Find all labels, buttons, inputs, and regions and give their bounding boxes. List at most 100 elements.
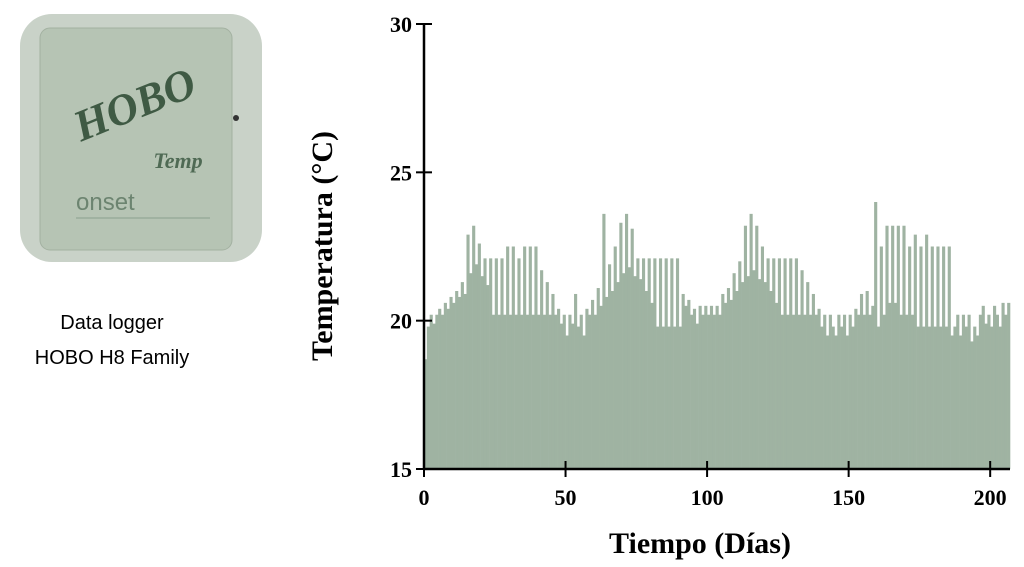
bar: [726, 288, 731, 469]
bar: [658, 258, 663, 469]
bar: [910, 314, 915, 469]
y-tick-label: 20: [390, 309, 412, 334]
bar: [1001, 302, 1005, 469]
bar: [678, 326, 682, 469]
bar: [766, 258, 770, 469]
bar: [763, 282, 767, 469]
device-body: [39, 27, 233, 251]
bar: [548, 314, 552, 469]
caption-line: Data logger: [60, 312, 164, 334]
bar: [998, 326, 1002, 469]
bar: [780, 314, 784, 469]
bar: [585, 308, 589, 469]
bar: [528, 246, 532, 469]
device-maker: onset: [76, 189, 135, 216]
bar: [574, 293, 578, 469]
y-tick-label: 30: [390, 12, 412, 37]
bar: [593, 314, 597, 469]
bar: [848, 314, 852, 469]
bar: [902, 225, 906, 469]
y-axis-label: Temperatura (°C): [306, 131, 339, 361]
bar: [964, 326, 968, 469]
caption-line: HOBO H8 Family: [35, 347, 189, 369]
bar: [777, 258, 781, 469]
bar: [619, 222, 623, 469]
bar: [797, 314, 801, 469]
bar: [820, 326, 824, 469]
bar: [489, 258, 493, 469]
bar: [500, 258, 504, 469]
bar: [939, 326, 943, 469]
bar: [571, 323, 575, 469]
bar: [729, 299, 733, 469]
bar: [984, 323, 988, 469]
bar: [520, 314, 524, 469]
bar: [831, 326, 835, 469]
bar: [675, 258, 680, 469]
bar: [551, 293, 555, 469]
x-tick-label: 50: [555, 485, 577, 510]
bar: [602, 213, 606, 469]
bar: [953, 326, 957, 469]
bar: [480, 276, 484, 469]
x-tick-label: 150: [832, 485, 865, 510]
bar: [641, 258, 646, 469]
bar: [916, 326, 920, 469]
bar: [800, 270, 804, 469]
bar: [438, 308, 442, 469]
bar: [523, 246, 527, 469]
x-tick-label: 0: [419, 485, 430, 510]
bar: [792, 314, 796, 469]
bar: [664, 258, 668, 469]
bar: [557, 308, 561, 469]
bar: [959, 335, 963, 469]
bar: [862, 314, 866, 469]
bar: [534, 246, 538, 469]
bar: [472, 225, 476, 469]
bar: [874, 202, 878, 469]
bar: [514, 314, 518, 469]
bar: [942, 246, 946, 469]
bar: [565, 335, 569, 469]
bar: [990, 326, 994, 469]
bar: [446, 308, 450, 469]
bar: [905, 314, 909, 469]
bar: [608, 264, 612, 469]
bar: [741, 282, 745, 469]
bar: [786, 314, 790, 469]
bar: [463, 293, 467, 469]
bar: [715, 305, 719, 469]
bar: [466, 234, 470, 469]
bar: [704, 305, 708, 469]
bar: [794, 258, 798, 469]
bar: [542, 314, 547, 469]
bar: [508, 314, 513, 469]
y-tick-label: 25: [390, 160, 412, 185]
bar: [687, 299, 691, 469]
bar: [506, 246, 510, 469]
bar: [896, 225, 900, 469]
bar: [769, 291, 773, 469]
bar: [707, 314, 711, 469]
bar: [525, 314, 530, 469]
bar: [978, 314, 982, 469]
bar: [724, 302, 728, 469]
bar: [854, 308, 858, 469]
bar: [851, 326, 855, 469]
bar: [630, 228, 634, 469]
bar: [834, 335, 838, 469]
bar: [622, 273, 626, 469]
bar: [947, 246, 951, 469]
bar: [908, 246, 912, 469]
bar: [718, 314, 722, 469]
bar: [1004, 314, 1008, 469]
y-tick-label: 15: [390, 457, 412, 482]
bar: [647, 258, 651, 469]
bar: [732, 273, 736, 469]
bar: [899, 314, 903, 469]
bar: [503, 314, 507, 469]
bar: [673, 326, 677, 469]
bar: [919, 246, 923, 469]
bar: [760, 246, 765, 469]
